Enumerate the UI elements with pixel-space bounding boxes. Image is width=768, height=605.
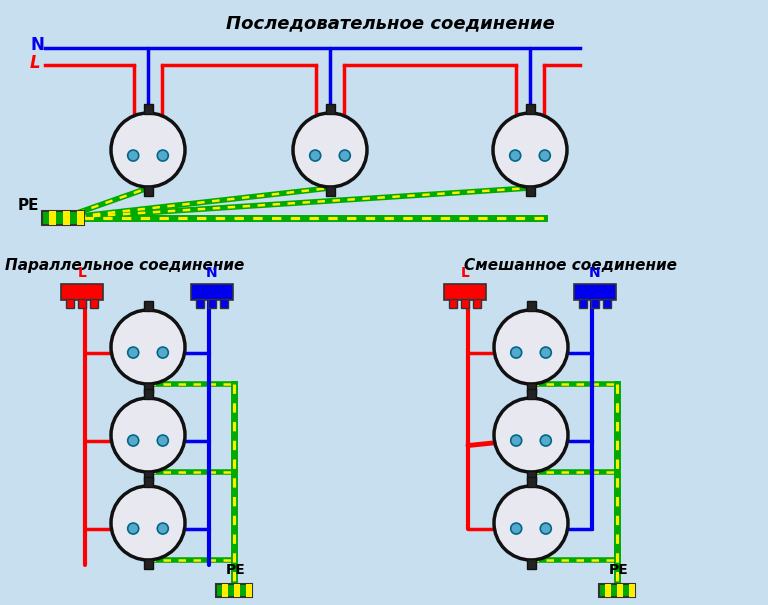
Text: Смешанное соединение: Смешанное соединение [464, 258, 677, 273]
Circle shape [157, 150, 168, 161]
Text: L: L [78, 266, 87, 280]
Bar [77, 211, 84, 225]
Bar [574, 284, 616, 300]
Bar [144, 471, 153, 481]
Bar [144, 301, 153, 311]
Bar [63, 211, 70, 225]
Bar [527, 471, 535, 481]
Circle shape [541, 523, 551, 534]
Bar [144, 389, 153, 399]
Bar [444, 284, 486, 300]
Circle shape [157, 435, 168, 446]
Bar [78, 299, 86, 308]
Circle shape [511, 347, 521, 358]
Circle shape [539, 150, 551, 161]
Bar [90, 299, 98, 308]
Bar [591, 299, 599, 308]
Bar [629, 583, 635, 597]
Bar [144, 186, 153, 196]
Circle shape [127, 150, 139, 161]
Text: Последовательное соединение: Последовательное соединение [226, 14, 554, 32]
Circle shape [293, 113, 367, 187]
Text: Параллельное соединение: Параллельное соединение [5, 258, 245, 273]
Bar [144, 383, 153, 393]
Bar [220, 299, 228, 308]
Bar [461, 299, 469, 308]
Bar [527, 383, 535, 393]
Circle shape [157, 347, 168, 358]
Circle shape [111, 486, 185, 560]
Circle shape [511, 523, 521, 534]
Circle shape [127, 523, 139, 534]
Text: PE: PE [609, 563, 629, 577]
Text: N: N [589, 266, 601, 280]
Bar [216, 583, 252, 597]
Bar [49, 211, 56, 225]
Bar [473, 299, 481, 308]
Circle shape [511, 435, 521, 446]
Bar [144, 559, 153, 569]
Bar [599, 583, 635, 597]
Bar [449, 299, 457, 308]
Bar [527, 477, 535, 487]
Bar [326, 186, 335, 196]
Circle shape [541, 347, 551, 358]
Circle shape [494, 310, 568, 384]
Bar [525, 186, 535, 196]
Circle shape [310, 150, 321, 161]
Circle shape [111, 113, 185, 187]
Bar [222, 583, 228, 597]
Bar [144, 104, 153, 114]
Circle shape [510, 150, 521, 161]
Bar [527, 559, 535, 569]
Bar [579, 299, 587, 308]
Bar [42, 211, 84, 225]
Bar [144, 477, 153, 487]
Bar [603, 299, 611, 308]
Text: N: N [206, 266, 218, 280]
Bar [196, 299, 204, 308]
Bar [525, 104, 535, 114]
Circle shape [494, 398, 568, 472]
Circle shape [127, 347, 139, 358]
Bar [527, 389, 535, 399]
Circle shape [157, 523, 168, 534]
Bar [617, 583, 623, 597]
Circle shape [494, 486, 568, 560]
Text: L: L [30, 54, 41, 72]
Bar [234, 583, 240, 597]
Circle shape [493, 113, 567, 187]
Text: N: N [30, 36, 44, 54]
Circle shape [111, 310, 185, 384]
Text: L: L [461, 266, 469, 280]
Circle shape [127, 435, 139, 446]
Text: PE: PE [18, 198, 39, 213]
Bar [326, 104, 335, 114]
Text: PE: PE [226, 563, 246, 577]
Bar [191, 284, 233, 300]
Bar [527, 301, 535, 311]
Bar [208, 299, 216, 308]
Circle shape [541, 435, 551, 446]
Bar [66, 299, 74, 308]
Bar [605, 583, 611, 597]
Bar [61, 284, 103, 300]
Circle shape [111, 398, 185, 472]
Bar [246, 583, 252, 597]
Circle shape [339, 150, 350, 161]
